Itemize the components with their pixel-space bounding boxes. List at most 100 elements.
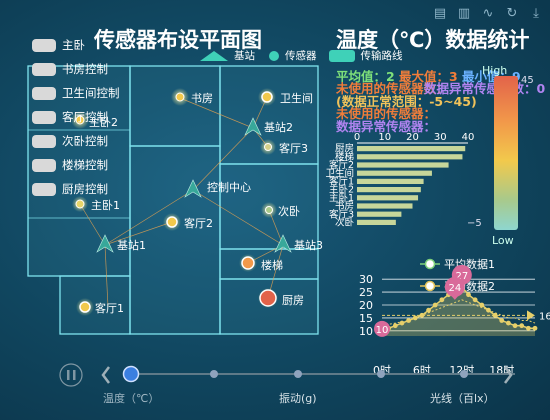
- timeline-node-vibration[interactable]: [294, 370, 302, 378]
- line-chart-icon[interactable]: ∿: [482, 6, 494, 21]
- bar[interactable]: [357, 154, 463, 160]
- series-1-point[interactable]: [472, 297, 478, 303]
- stat-abnormal-list: 数据异常传感器：: [336, 119, 437, 134]
- route-legend-icon[interactable]: [328, 49, 355, 62]
- legend-label-sensor: 传感器: [285, 50, 317, 62]
- toggle-label: 主卧: [62, 38, 85, 52]
- bar-category-label: 主卧2: [329, 184, 354, 196]
- station-label-3: 基站3: [294, 239, 323, 252]
- document-icon[interactable]: ▤: [433, 6, 447, 21]
- bar[interactable]: [357, 178, 424, 184]
- map-legend: 基站 传感器 传输路线: [200, 48, 403, 63]
- timeline-label-light: 光线（百lx）: [430, 392, 495, 405]
- toggle-label: 书房控制: [62, 62, 108, 76]
- bar[interactable]: [357, 219, 396, 225]
- stat-normal-range: (数据正常范围：-5~45): [336, 94, 477, 109]
- series-1-point[interactable]: [426, 307, 431, 313]
- toggle-switch[interactable]: [32, 182, 56, 196]
- base-station-2-icon: [244, 117, 262, 136]
- refresh-icon[interactable]: ↻: [506, 6, 518, 21]
- timeline-label-vibration: 振动(g): [279, 392, 317, 405]
- room-label-study: 书房: [191, 92, 213, 105]
- series-1-point[interactable]: [492, 312, 498, 318]
- toggle-stairs[interactable]: 楼梯控制: [32, 153, 120, 177]
- toggle-switch[interactable]: [32, 62, 56, 76]
- timeline-node-2[interactable]: [210, 370, 218, 378]
- toggle-living-room[interactable]: 客厅控制: [32, 105, 120, 129]
- toggle-second-bedroom[interactable]: 次卧控制: [32, 129, 120, 153]
- timeline-node-4[interactable]: [377, 370, 385, 378]
- series-1-point[interactable]: [412, 315, 418, 321]
- bar-chart-icon[interactable]: ▥: [457, 6, 471, 21]
- series-1-point[interactable]: [525, 325, 531, 331]
- room-label-living1: 客厅1: [95, 302, 124, 315]
- legend-marker-1[interactable]: [424, 258, 436, 270]
- toggle-switch[interactable]: [32, 158, 56, 172]
- toggle-bathroom[interactable]: 卫生间控制: [32, 81, 120, 105]
- bar[interactable]: [357, 211, 402, 217]
- line-ytick: 30: [359, 273, 373, 286]
- series-1-point[interactable]: [479, 302, 485, 308]
- series-1-point[interactable]: [439, 297, 445, 303]
- toggle-label: 厨房控制: [62, 182, 108, 196]
- bar[interactable]: [357, 195, 419, 201]
- legend-label-route: 传输路线: [360, 50, 403, 62]
- line-ytick: 15: [359, 312, 373, 325]
- timeline-node-light[interactable]: [460, 370, 468, 378]
- colorbar-low-label: Low: [492, 234, 514, 247]
- line-ytick: 20: [359, 299, 373, 312]
- avg-arrow-icon: [527, 310, 535, 321]
- series-1-point[interactable]: [466, 292, 471, 298]
- room-label-bathroom: 卫生间: [280, 92, 313, 105]
- min-pin-icon[interactable]: [374, 320, 390, 337]
- series-1-point[interactable]: [432, 302, 438, 308]
- station-label-1: 基站1: [117, 239, 146, 252]
- sensor-legend-icon[interactable]: [269, 50, 279, 61]
- series-1-point[interactable]: [392, 323, 398, 329]
- series-1-point[interactable]: [512, 323, 518, 329]
- avg-label: 16: [539, 311, 550, 322]
- legend-label-base-station: 基站: [234, 50, 255, 62]
- bar[interactable]: [357, 203, 413, 209]
- series-1-point[interactable]: [419, 312, 425, 318]
- base-station-legend-icon[interactable]: [200, 50, 228, 61]
- download-icon[interactable]: ⤓: [533, 6, 539, 21]
- prev-icon[interactable]: [101, 366, 110, 384]
- bar[interactable]: [357, 170, 432, 176]
- next-icon[interactable]: [504, 366, 513, 384]
- toggle-study[interactable]: 书房控制: [32, 57, 120, 81]
- bar[interactable]: [357, 187, 421, 193]
- room-label-master1: 主卧1: [91, 199, 120, 212]
- bar-xtick: 10: [378, 132, 391, 143]
- series-1-point[interactable]: [532, 325, 538, 331]
- toggle-switch[interactable]: [32, 86, 56, 100]
- station-label-control: 控制中心: [207, 181, 251, 194]
- line-xtick: 12时: [449, 364, 474, 374]
- pause-button[interactable]: [59, 363, 83, 387]
- bar[interactable]: [357, 146, 466, 152]
- bar-xtick: 30: [434, 132, 447, 143]
- line-xtick: 6时: [413, 364, 431, 374]
- bar-xtick: 20: [406, 132, 419, 143]
- timeline-node-temperature[interactable]: [122, 365, 140, 383]
- series-1-point[interactable]: [519, 323, 525, 329]
- series-1-point[interactable]: [505, 320, 511, 326]
- toggle-switch[interactable]: [32, 134, 56, 148]
- legend-marker-2[interactable]: [424, 280, 436, 292]
- max2-pin-icon[interactable]: [444, 276, 465, 297]
- line-ytick: 25: [359, 286, 373, 299]
- series-1-point[interactable]: [406, 318, 412, 323]
- colorbar-gradient[interactable]: [494, 76, 518, 230]
- series-1-point[interactable]: [499, 318, 505, 323]
- series-1-area: [382, 286, 535, 336]
- toggle-kitchen[interactable]: 厨房控制: [32, 177, 120, 201]
- series-1-point[interactable]: [486, 307, 491, 313]
- toggle-switch[interactable]: [32, 110, 56, 124]
- bar[interactable]: [357, 162, 449, 168]
- stat-unused-list: 未使用的传感器：: [336, 106, 437, 121]
- toggle-switch[interactable]: [32, 38, 56, 52]
- series-1-point[interactable]: [399, 320, 405, 326]
- toggle-master-bedroom[interactable]: 主卧: [32, 33, 120, 57]
